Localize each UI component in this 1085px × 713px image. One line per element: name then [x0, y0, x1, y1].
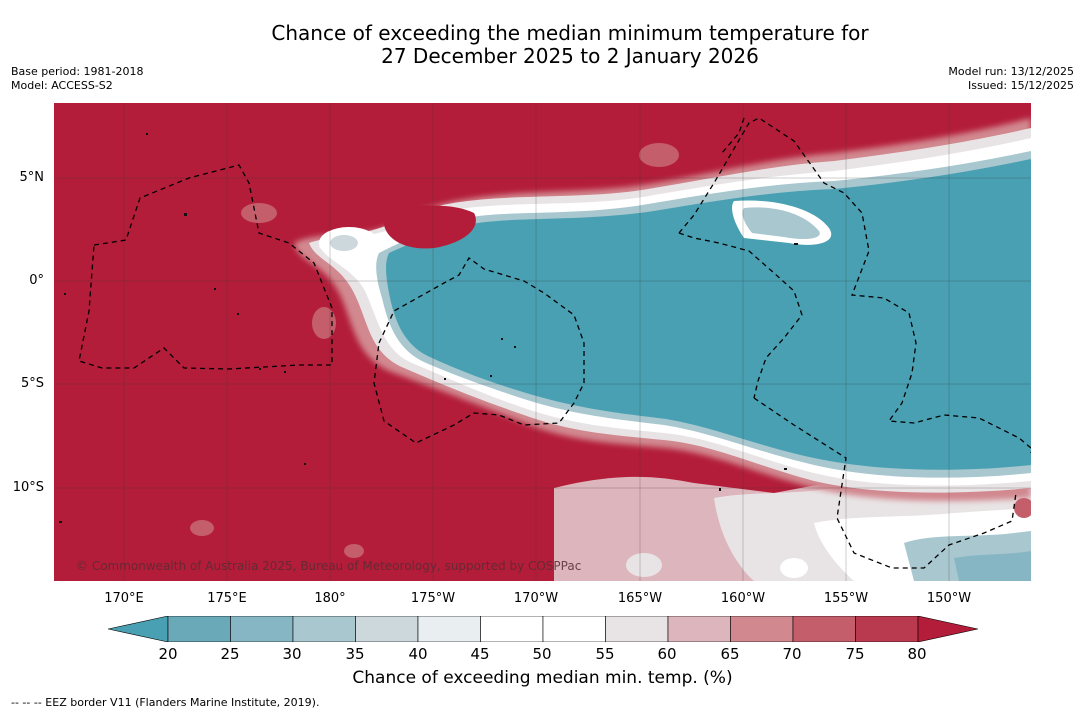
- colorbar-segment: [605, 615, 669, 643]
- lat-label-5s: 5°S: [20, 376, 44, 391]
- lat-label-0: 0°: [29, 273, 44, 288]
- map-title: Chance of exceeding the median minimum t…: [0, 22, 1085, 68]
- colorbar-tick-75: 75: [845, 645, 865, 663]
- colorbar-segment: [480, 615, 544, 643]
- lon-label-170w: 170°W: [513, 591, 559, 606]
- lon-label-175w: 175°W: [410, 591, 456, 606]
- base-period: Base period: 1981-2018: [11, 65, 144, 78]
- title-line-1: Chance of exceeding the median minimum t…: [271, 21, 869, 45]
- island-markers: [59, 133, 798, 523]
- colorbar-tick-70: 70: [782, 645, 802, 663]
- colorbar-segment: [542, 615, 606, 643]
- cool-anomaly-region: [294, 118, 1031, 501]
- colorbar-tick-20: 20: [158, 645, 178, 663]
- meta-right: Model run: 13/12/2025 Issued: 15/12/2025: [948, 65, 1074, 93]
- colorbar-segment: [230, 615, 294, 643]
- colorbar-tick-25: 25: [220, 645, 240, 663]
- lon-label-180: 180°: [314, 591, 346, 606]
- colorbar-tick-60: 60: [657, 645, 677, 663]
- lon-label-150w: 150°W: [926, 591, 972, 606]
- colorbar-tick-80: 80: [907, 645, 927, 663]
- colorbar-tick-50: 50: [532, 645, 552, 663]
- copyright-notice: © Commonwealth of Australia 2025, Bureau…: [76, 559, 582, 573]
- model-name: Model: ACCESS-S2: [11, 79, 113, 92]
- meta-left: Base period: 1981-2018 Model: ACCESS-S2: [11, 65, 143, 93]
- forecast-map[interactable]: [54, 103, 1031, 581]
- eez-legend-note: -- -- -- EEZ border V11 (Flanders Marine…: [11, 696, 320, 709]
- graticule: [54, 103, 1031, 581]
- colorbar-title: Chance of exceeding median min. temp. (%…: [352, 668, 733, 688]
- lat-label-10s: 10°S: [12, 480, 44, 495]
- colorbar-extend-high: [917, 615, 979, 643]
- colorbar-segment: [792, 615, 856, 643]
- colorbar-segment: [730, 615, 794, 643]
- colorbar-segment: [667, 615, 731, 643]
- lon-label-175e: 175°E: [207, 591, 247, 606]
- lon-label-165w: 165°W: [617, 591, 663, 606]
- colorbar: [107, 615, 979, 643]
- colorbar-extend-low: [107, 615, 169, 643]
- colorbar-tick-35: 35: [345, 645, 365, 663]
- colorbar-tick-40: 40: [408, 645, 428, 663]
- lon-label-170e: 170°E: [104, 591, 144, 606]
- colorbar-svg: [107, 615, 979, 643]
- colorbar-tick-65: 65: [720, 645, 740, 663]
- lon-label-160w: 160°W: [720, 591, 766, 606]
- southern-transition-zone: [554, 475, 1031, 581]
- colorbar-tick-30: 30: [282, 645, 302, 663]
- colorbar-segment: [855, 615, 919, 643]
- issued-date: Issued: 15/12/2025: [967, 79, 1074, 92]
- colorbar-segment: [417, 615, 481, 643]
- colorbar-tick-55: 55: [595, 645, 615, 663]
- colorbar-tick-45: 45: [470, 645, 490, 663]
- scattered-anomaly-blobs: [190, 143, 1031, 558]
- model-run: Model run: 13/12/2025: [948, 65, 1074, 78]
- map-canvas: [54, 103, 1031, 581]
- lon-label-155w: 155°W: [823, 591, 869, 606]
- colorbar-segment: [167, 615, 231, 643]
- eez-borders: [78, 117, 1031, 569]
- colorbar-segment: [292, 615, 356, 643]
- lat-label-5n: 5°N: [19, 170, 45, 185]
- title-line-2: 27 December 2025 to 2 January 2026: [381, 44, 759, 68]
- colorbar-segment: [355, 615, 419, 643]
